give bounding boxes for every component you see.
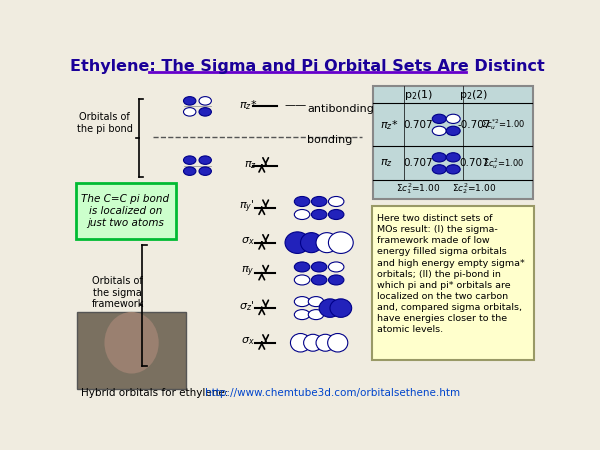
FancyBboxPatch shape	[76, 183, 176, 239]
Ellipse shape	[308, 297, 324, 306]
Text: 0.707: 0.707	[460, 158, 489, 168]
Ellipse shape	[330, 299, 352, 317]
Ellipse shape	[328, 232, 353, 253]
Ellipse shape	[184, 97, 196, 105]
Ellipse shape	[295, 275, 310, 285]
Text: antibonding: antibonding	[308, 104, 374, 114]
Text: bonding: bonding	[308, 135, 353, 145]
Ellipse shape	[295, 297, 310, 306]
Ellipse shape	[432, 114, 446, 123]
Ellipse shape	[104, 312, 158, 374]
Text: $\pi_y$: $\pi_y$	[241, 265, 255, 279]
Text: $\Sigma c_u^2$=1.00: $\Sigma c_u^2$=1.00	[483, 156, 524, 171]
Ellipse shape	[295, 310, 310, 320]
Text: -0.707: -0.707	[457, 120, 491, 130]
Text: http://www.chemtube3d.com/orbitalsethene.htm: http://www.chemtube3d.com/orbitalsethene…	[205, 388, 460, 398]
Ellipse shape	[295, 262, 310, 272]
Ellipse shape	[311, 210, 327, 220]
Ellipse shape	[285, 232, 310, 253]
Text: The C=C pi bond
is localized on
just two atoms: The C=C pi bond is localized on just two…	[82, 194, 169, 228]
Ellipse shape	[446, 165, 460, 174]
Ellipse shape	[199, 167, 211, 176]
Text: $\pi_z$*: $\pi_z$*	[380, 118, 398, 132]
Text: Hybrid orbitals for ethylene:: Hybrid orbitals for ethylene:	[81, 388, 229, 398]
Ellipse shape	[316, 334, 335, 351]
Text: $\Sigma c_1^2$=1.00: $\Sigma c_1^2$=1.00	[396, 181, 440, 196]
Text: 0.707: 0.707	[404, 120, 433, 130]
Text: p$_2$(2): p$_2$(2)	[460, 88, 489, 102]
Ellipse shape	[199, 97, 211, 105]
Text: $\pi_y$': $\pi_y$'	[239, 198, 255, 215]
Text: 0.707: 0.707	[404, 158, 433, 168]
Text: $\pi_z$: $\pi_z$	[244, 159, 257, 171]
Ellipse shape	[304, 334, 322, 351]
FancyBboxPatch shape	[372, 207, 534, 360]
Text: Orbitals of
the sigma
framework: Orbitals of the sigma framework	[91, 276, 144, 309]
Ellipse shape	[184, 108, 196, 116]
FancyBboxPatch shape	[77, 312, 186, 389]
Ellipse shape	[311, 197, 327, 207]
Ellipse shape	[316, 233, 338, 252]
Ellipse shape	[311, 275, 327, 285]
Ellipse shape	[184, 156, 196, 164]
Text: Ethylene: The Sigma and Pi Orbital Sets Are Distinct: Ethylene: The Sigma and Pi Orbital Sets …	[70, 59, 545, 74]
Ellipse shape	[301, 233, 322, 252]
Ellipse shape	[328, 333, 348, 352]
Ellipse shape	[308, 310, 324, 320]
Ellipse shape	[432, 126, 446, 135]
Ellipse shape	[319, 299, 341, 317]
Ellipse shape	[446, 153, 460, 162]
Text: $\pi_z$*: $\pi_z$*	[239, 99, 257, 112]
Text: $\pi_z$: $\pi_z$	[380, 158, 392, 169]
FancyBboxPatch shape	[373, 86, 533, 199]
Ellipse shape	[328, 210, 344, 220]
Text: $\sigma_x$: $\sigma_x$	[241, 335, 255, 347]
Ellipse shape	[199, 156, 211, 164]
Text: $\sigma_x$: $\sigma_x$	[241, 235, 255, 247]
Text: $\Sigma c_2^2$=1.00: $\Sigma c_2^2$=1.00	[452, 181, 496, 196]
Text: Orbitals of
the pi bond: Orbitals of the pi bond	[77, 112, 133, 134]
Text: ——: ——	[284, 101, 307, 111]
Ellipse shape	[432, 153, 446, 162]
Ellipse shape	[446, 114, 460, 123]
Ellipse shape	[290, 333, 311, 352]
Text: Here two distinct sets of
MOs result: (I) the sigma-
framework made of low
energ: Here two distinct sets of MOs result: (I…	[377, 214, 525, 334]
Ellipse shape	[328, 197, 344, 207]
Ellipse shape	[311, 262, 327, 272]
Ellipse shape	[295, 197, 310, 207]
Ellipse shape	[184, 167, 196, 176]
Text: p$_2$(1): p$_2$(1)	[404, 88, 433, 102]
Ellipse shape	[328, 275, 344, 285]
Ellipse shape	[295, 210, 310, 220]
Text: $\sigma_z$': $\sigma_z$'	[239, 300, 255, 314]
Ellipse shape	[199, 108, 211, 116]
Text: $\Sigma c_u^{*2}$=1.00: $\Sigma c_u^{*2}$=1.00	[481, 117, 526, 132]
Ellipse shape	[328, 262, 344, 272]
Ellipse shape	[446, 126, 460, 135]
Ellipse shape	[432, 165, 446, 174]
